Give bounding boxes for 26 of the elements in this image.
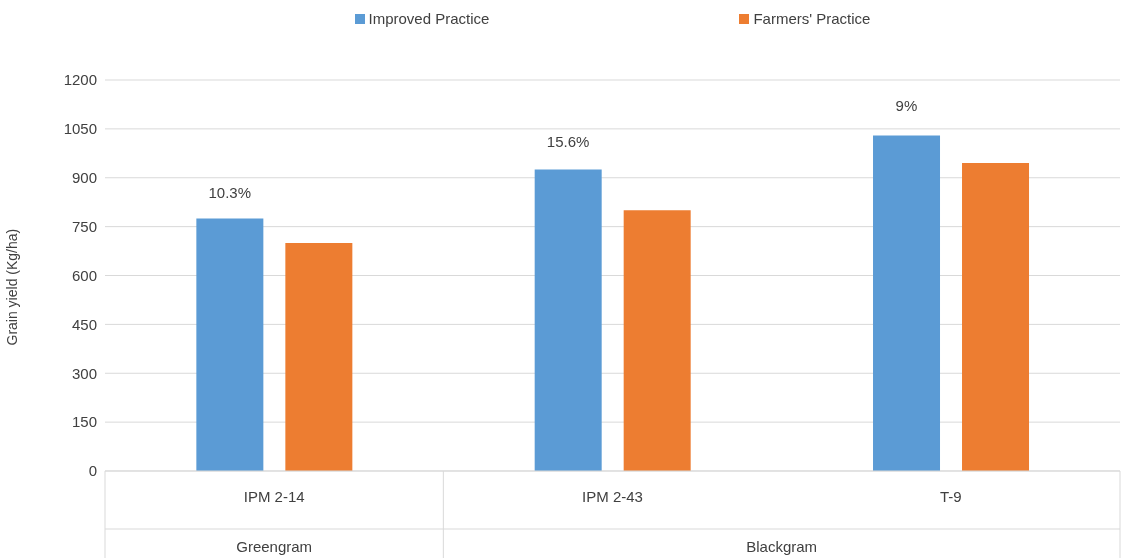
y-tick-label: 0 bbox=[88, 462, 97, 480]
x-tick-label: IPM 2-43 bbox=[582, 487, 643, 505]
y-tick-label: 1050 bbox=[63, 120, 97, 138]
y-tick-label: 750 bbox=[71, 217, 97, 235]
bar bbox=[623, 210, 691, 471]
y-tick-label: 450 bbox=[71, 315, 97, 333]
y-tick-label: 300 bbox=[71, 364, 97, 382]
legend-label: Farmers' Practice bbox=[752, 10, 871, 27]
bar bbox=[873, 135, 941, 471]
y-tick-label: 900 bbox=[71, 169, 97, 187]
legend-label: Improved Practice bbox=[367, 10, 490, 27]
y-tick-label: 150 bbox=[71, 413, 97, 431]
bar bbox=[962, 163, 1030, 471]
y-tick-label: 600 bbox=[71, 266, 97, 284]
x-tick-label: T-9 bbox=[939, 487, 962, 505]
bar bbox=[534, 169, 602, 471]
annotation: 15.6% bbox=[546, 132, 590, 150]
bar bbox=[285, 242, 353, 471]
y-axis-title: Grain yield (Kg/ha) bbox=[3, 228, 20, 346]
text: Greengram bbox=[236, 538, 313, 555]
text: Blackgram bbox=[746, 538, 818, 555]
annotation: 9% bbox=[895, 96, 918, 114]
bar bbox=[196, 218, 264, 471]
y-tick-label: 1200 bbox=[63, 71, 97, 89]
x-tick-label: IPM 2-14 bbox=[243, 487, 305, 505]
annotation: 10.3% bbox=[208, 183, 252, 201]
